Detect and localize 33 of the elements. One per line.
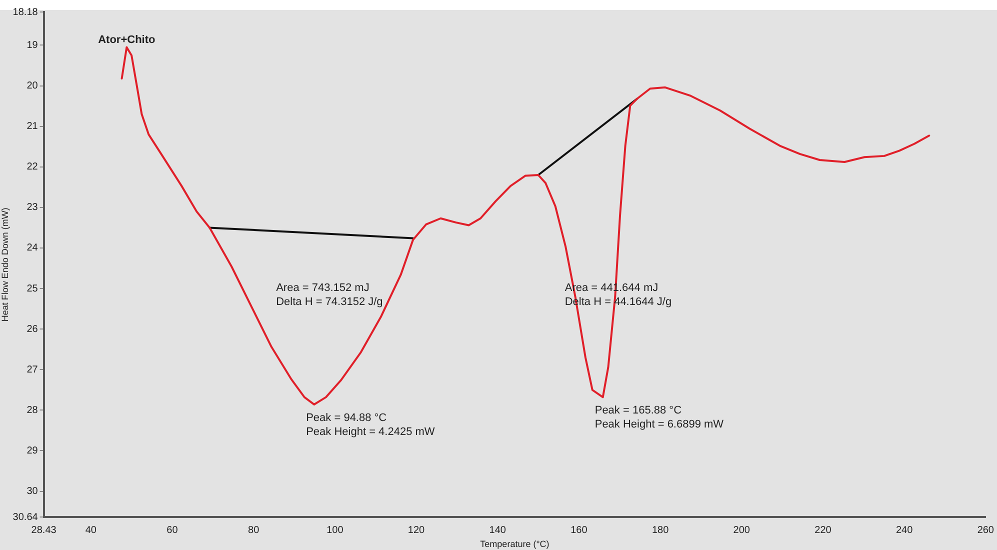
x-tick-label: 28.43 xyxy=(31,524,57,536)
x-tick-label: 240 xyxy=(896,524,914,536)
y-tick-label: 23 xyxy=(26,202,38,214)
x-tick-label: 80 xyxy=(248,524,260,536)
annotation: Peak = 94.88 °C Peak Height = 4.2425 mW xyxy=(306,412,436,438)
x-tick-label: 200 xyxy=(733,524,750,536)
y-tick-label: 30.64 xyxy=(12,512,38,523)
y-tick-label: 22 xyxy=(26,162,38,173)
y-tick-label: 30 xyxy=(26,486,38,497)
annotation: Peak = 165.88 °C Peak Height = 6.6899 mW xyxy=(594,404,724,431)
x-tick-label: 160 xyxy=(570,524,588,536)
y-tick-label: 20 xyxy=(26,80,38,92)
y-tick-label: 29 xyxy=(26,445,38,456)
x-tick-label: 60 xyxy=(166,524,178,536)
x-tick-label: 100 xyxy=(326,524,344,536)
y-tick-label: 25 xyxy=(26,283,38,294)
x-tick-label: 180 xyxy=(652,524,670,536)
annotation: Area = 743.152 mJ Delta H = 74.3152 J/g xyxy=(276,282,383,308)
x-tick-label: 140 xyxy=(489,524,506,536)
x-tick-label: 260 xyxy=(977,524,994,536)
x-axis-title: Temperature (°C) xyxy=(480,539,550,550)
y-tick-label: 19 xyxy=(26,40,38,51)
x-tick-label: 120 xyxy=(408,524,426,536)
y-axis-title: Heat Flow Endo Down (mW) xyxy=(0,208,10,322)
y-tick-label: 18.18 xyxy=(12,6,38,18)
y-tick-label: 21 xyxy=(26,121,38,132)
x-tick-label: 40 xyxy=(85,524,97,536)
y-tick-label: 28 xyxy=(26,404,38,416)
y-tick-label: 24 xyxy=(26,242,38,254)
y-tick-label: 27 xyxy=(26,364,38,376)
series-label: Ator+Chito xyxy=(98,34,156,46)
y-tick-label: 26 xyxy=(26,324,38,335)
x-tick-label: 220 xyxy=(814,524,832,536)
